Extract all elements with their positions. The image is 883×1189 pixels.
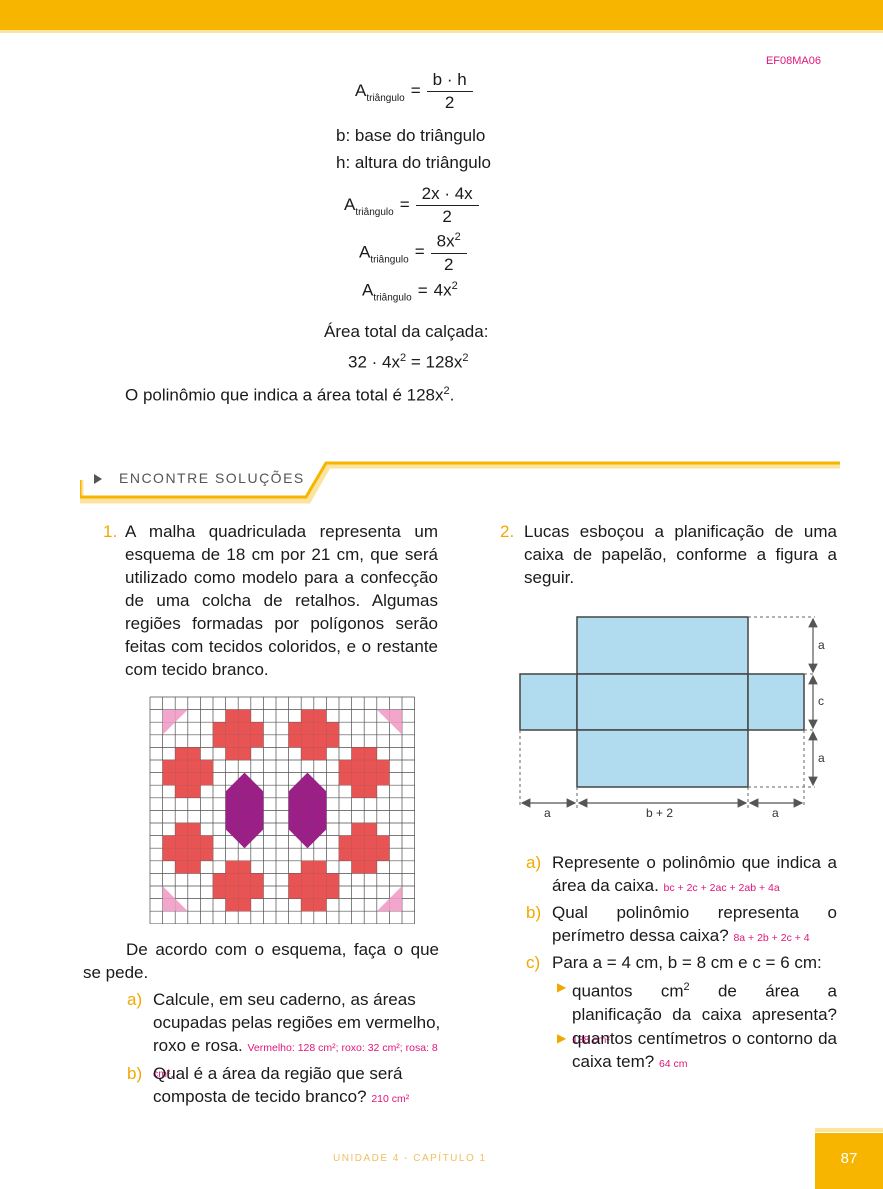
- red-piece: [288, 709, 339, 760]
- net-center-face: [576, 673, 749, 731]
- net-left-face: [519, 673, 578, 731]
- bullet-icon: ▶: [557, 1031, 567, 1045]
- top-bar-line: [0, 30, 883, 33]
- section-banner: [80, 461, 840, 504]
- item-1a-letter: a): [127, 990, 143, 1009]
- question-1-text: A malha quadriculada representa um esque…: [125, 522, 438, 679]
- question-1-number: 1.: [103, 522, 118, 541]
- height-definition: h: altura do triângulo: [336, 153, 491, 172]
- conclusion: O polinômio que indica a área total é 12…: [125, 385, 455, 405]
- item-1b-text: Qual é a área da região que será compost…: [153, 1064, 410, 1106]
- dim-a-right: a: [772, 806, 779, 820]
- red-piece: [162, 823, 213, 874]
- red-piece: [339, 747, 390, 798]
- total-area-expression: 32 · 4x2 = 128x2: [348, 352, 469, 372]
- item-2b-text: Qual polinômio representa o perímetro de…: [552, 903, 837, 945]
- red-piece: [339, 823, 390, 874]
- item-1b-answer: 210 cm²: [371, 1093, 410, 1105]
- red-piece: [162, 747, 213, 798]
- question-1-intro: De acordo com o esquema, faça o que se p…: [83, 940, 439, 982]
- red-piece: [288, 860, 339, 912]
- formula-step-3: Atriângulo = 4x2: [362, 280, 458, 304]
- item-1b-letter: b): [127, 1064, 143, 1083]
- pink-piece: [376, 709, 402, 735]
- play-icon: [94, 474, 102, 484]
- item-2b-letter: b): [526, 903, 542, 922]
- item-1a-answer: Vermelho: 128 cm²; roxo: 32 cm²; rosa: 8…: [153, 1042, 438, 1080]
- net-right-face: [747, 673, 805, 731]
- dim-a-left: a: [544, 806, 551, 820]
- item-2c-text: Para a = 4 cm, b = 8 cm e c = 6 cm:: [552, 953, 822, 972]
- fraction: 8x2 2: [430, 231, 467, 275]
- item-2b-answer: 8a + 2b + 2c + 4: [733, 932, 810, 944]
- area-letter: A: [355, 80, 367, 100]
- item-2c-sub1-answer: 188 cm²: [572, 1033, 610, 1046]
- footer-text: UNIDADE 4 - CAPÍTULO 1: [333, 1153, 487, 1164]
- fraction: 2x · 4x 2: [415, 184, 479, 227]
- item-1a-text: Calcule, em seu caderno, as áreas ocupad…: [153, 990, 441, 1080]
- item-2c-letter: c): [526, 953, 541, 972]
- net-bottom-face: [576, 729, 749, 788]
- box-net-diagram: [519, 616, 818, 808]
- purple-piece: [225, 772, 264, 849]
- question-2-text: Lucas esboçou a planificação de uma caix…: [524, 522, 837, 587]
- item-2c-sub1: quantos cm2 de área a planificação da ca…: [572, 981, 837, 1046]
- net-top-face: [576, 616, 749, 675]
- item-2a-answer: bc + 2c + 2ac + 2ab + 4a: [663, 882, 780, 894]
- purple-piece: [288, 772, 327, 849]
- dim-a-top: a: [818, 638, 825, 652]
- question-2-number: 2.: [500, 522, 515, 541]
- item-2a-text: Represente o polinômio que indica a área…: [552, 853, 837, 895]
- item-2c-sub2: quantos centímetros o contorno da caixa …: [572, 1029, 837, 1071]
- page-box: [815, 1133, 883, 1189]
- total-area-label: Área total da calçada:: [324, 322, 489, 341]
- section-title: ENCONTRE SOLUÇÕES: [119, 470, 305, 486]
- formula-step-1: Atriângulo = 2x · 4x 2: [344, 184, 479, 227]
- page-box-line: [815, 1128, 883, 1132]
- formula-step-2: Atriângulo = 8x2 2: [359, 231, 467, 275]
- bullet-icon: ▶: [557, 980, 567, 994]
- top-bar: [0, 0, 883, 30]
- item-2a-letter: a): [526, 853, 542, 872]
- dim-a-bottom: a: [818, 751, 825, 765]
- item-2c-sub2-answer: 64 cm: [658, 1058, 688, 1070]
- quilt-grid: [149, 696, 415, 924]
- page-number: 87: [840, 1150, 858, 1167]
- red-piece: [213, 860, 264, 912]
- red-piece: [213, 709, 264, 760]
- area-subscript: triângulo: [366, 92, 405, 104]
- dim-c: c: [818, 694, 824, 708]
- skill-code: EF08MA06: [765, 55, 821, 67]
- dim-b-plus-2: b + 2: [646, 806, 674, 820]
- base-definition: b: base do triângulo: [336, 126, 486, 145]
